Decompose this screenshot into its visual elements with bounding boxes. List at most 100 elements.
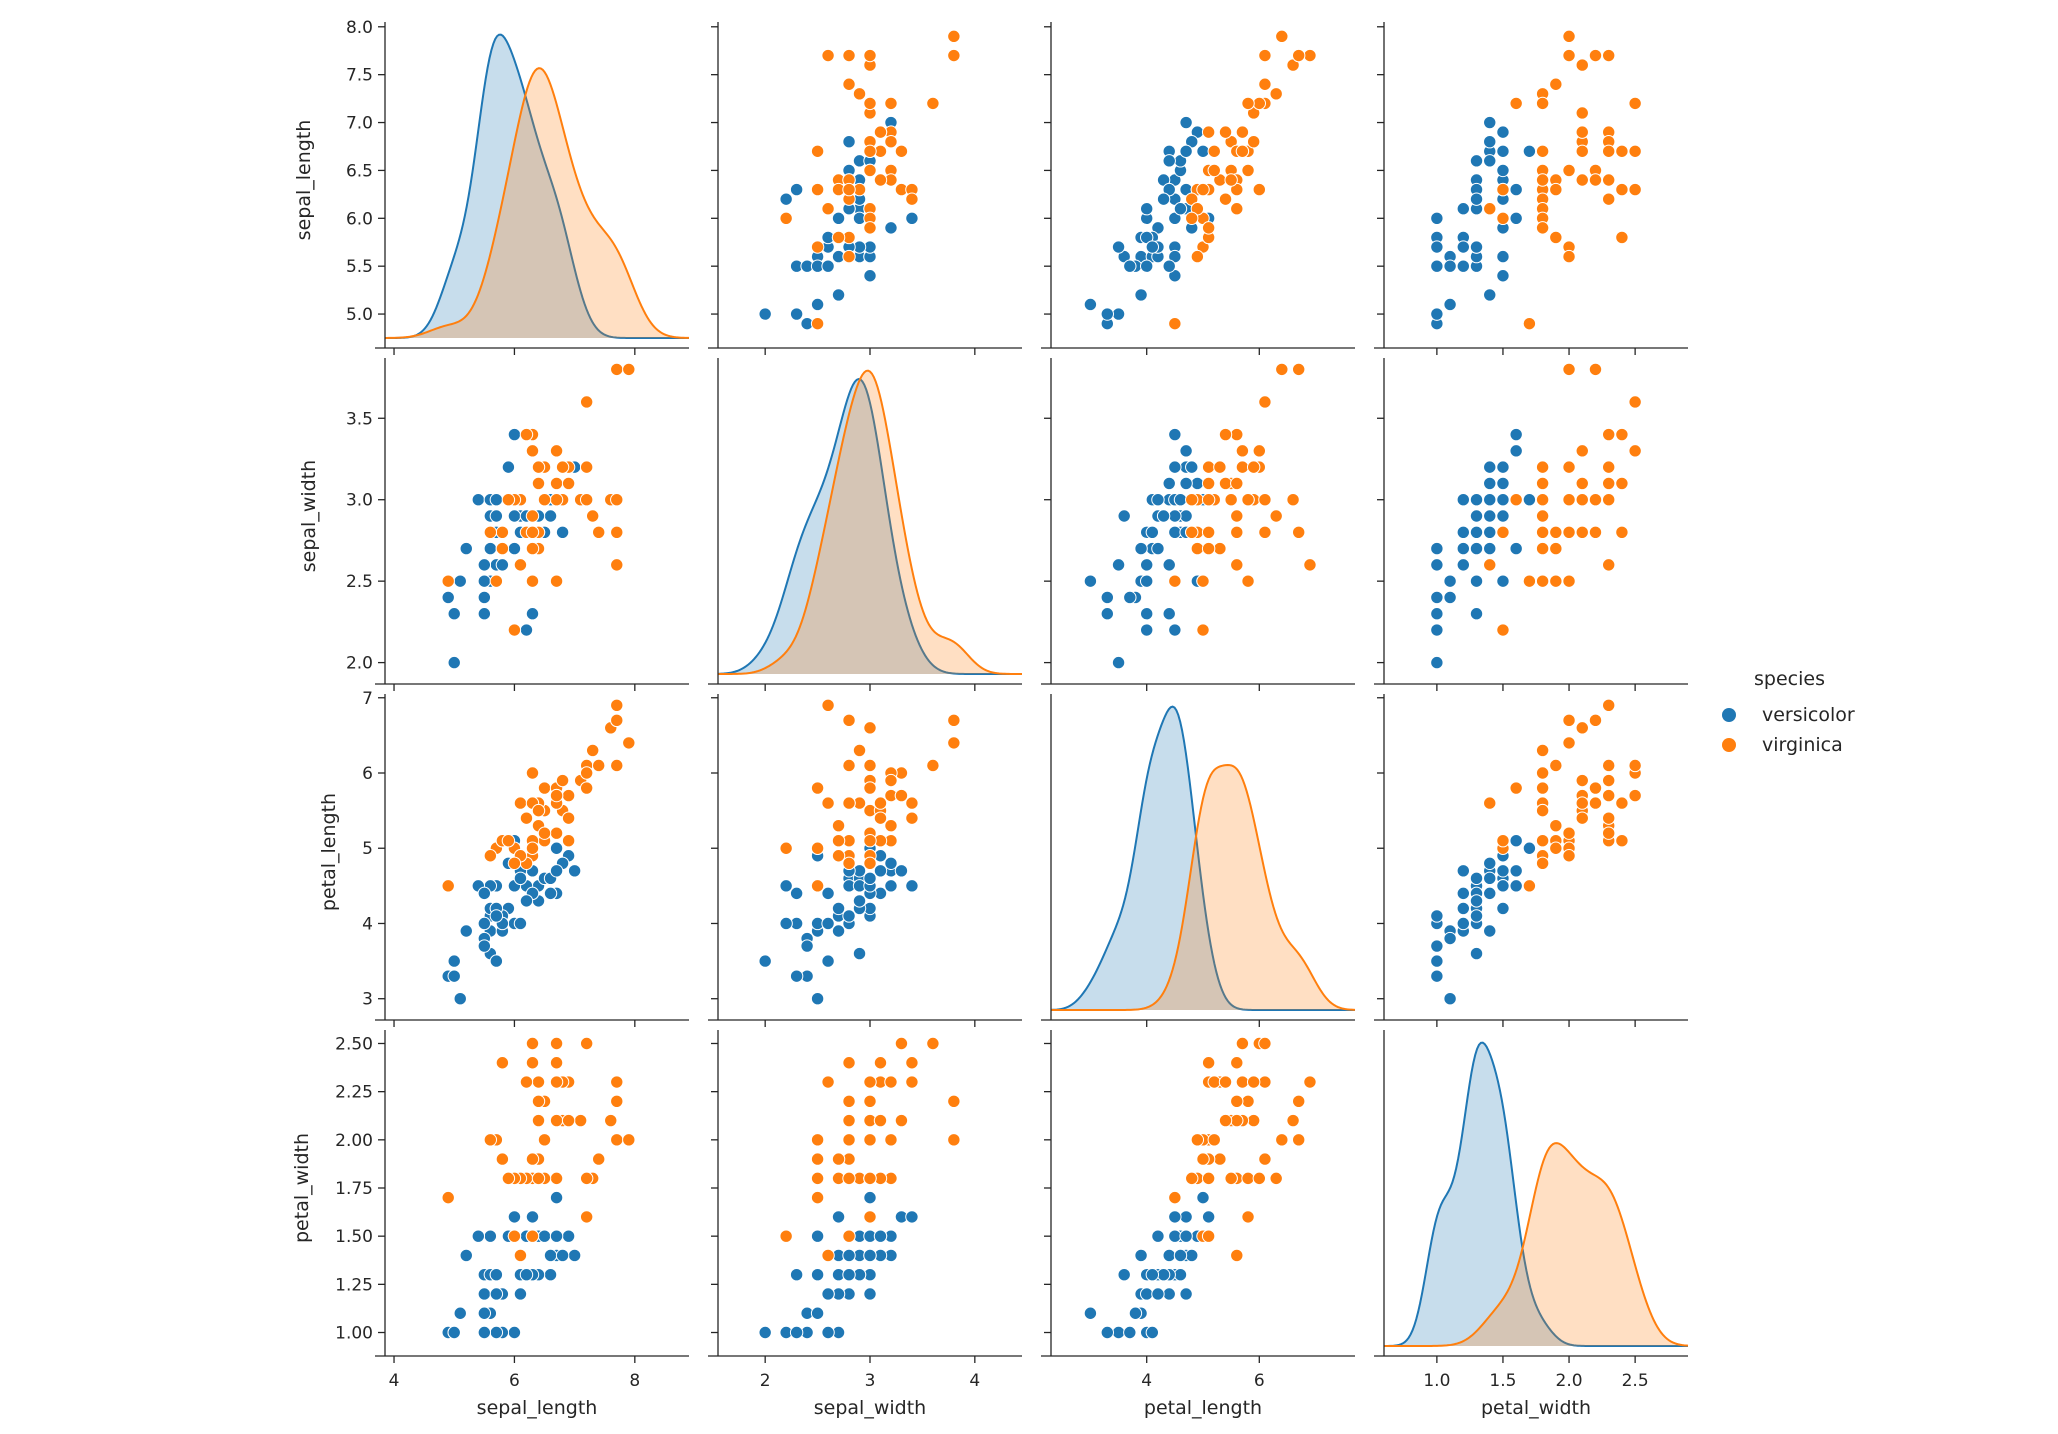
point-versicolor: [1179, 1210, 1193, 1224]
point-virginica: [810, 1152, 825, 1166]
point-virginica: [1292, 1094, 1306, 1108]
point-virginica: [1185, 211, 1199, 226]
point-virginica: [1224, 173, 1238, 187]
point-virginica: [1303, 558, 1317, 572]
point-versicolor: [1483, 871, 1497, 886]
point-virginica: [863, 1210, 877, 1224]
point-virginica: [1258, 525, 1272, 539]
x-tick-label: 1.5: [1489, 1371, 1516, 1391]
panel-sepal_width-vs-petal_width: [1374, 358, 1688, 691]
kde-fill-versicolor: [1384, 1042, 1688, 1346]
point-versicolor: [543, 886, 558, 901]
point-versicolor: [567, 864, 582, 878]
point-versicolor: [1430, 623, 1444, 637]
point-virginica: [1286, 1113, 1300, 1128]
point-virginica: [537, 781, 552, 795]
point-versicolor: [1469, 894, 1484, 908]
point-virginica: [1615, 230, 1629, 245]
point-versicolor: [471, 493, 486, 507]
point-virginica: [1615, 427, 1629, 442]
point-virginica: [947, 736, 961, 750]
point-virginica: [1562, 713, 1576, 728]
point-virginica: [519, 811, 534, 825]
point-virginica: [1230, 1056, 1244, 1070]
point-versicolor: [477, 916, 492, 931]
point-versicolor: [1111, 558, 1126, 572]
point-virginica: [1275, 362, 1289, 377]
point-virginica: [842, 1133, 856, 1147]
point-virginica: [1190, 541, 1205, 556]
point-virginica: [1562, 29, 1576, 44]
point-virginica: [592, 1152, 606, 1166]
point-virginica: [549, 574, 564, 588]
point-versicolor: [1469, 541, 1484, 556]
point-virginica: [884, 773, 898, 788]
point-virginica: [1549, 230, 1563, 245]
point-virginica: [561, 811, 576, 825]
point-virginica: [1230, 1094, 1244, 1108]
point-versicolor: [852, 894, 867, 908]
point-virginica: [579, 395, 594, 409]
point-virginica: [1483, 202, 1497, 216]
point-virginica: [863, 96, 877, 111]
point-virginica: [831, 1152, 846, 1166]
point-versicolor: [905, 211, 919, 226]
point-virginica: [1588, 173, 1603, 187]
point-virginica: [1303, 48, 1317, 63]
point-virginica: [1196, 182, 1210, 197]
point-versicolor: [555, 525, 570, 539]
point-virginica: [873, 173, 888, 187]
point-versicolor: [1509, 834, 1523, 848]
point-versicolor: [489, 1287, 504, 1301]
point-versicolor: [501, 460, 516, 474]
point-versicolor: [1100, 307, 1115, 321]
point-virginica: [531, 1171, 546, 1186]
point-virginica: [1224, 493, 1238, 507]
point-versicolor: [513, 871, 528, 886]
point-versicolor: [1140, 259, 1154, 273]
point-virginica: [852, 87, 867, 101]
legend-item-virginica: virginica: [1718, 730, 1855, 760]
point-virginica: [1562, 736, 1576, 750]
point-versicolor: [477, 558, 492, 572]
point-virginica: [1628, 758, 1642, 773]
point-versicolor: [1145, 525, 1160, 539]
point-virginica: [561, 788, 576, 803]
point-virginica: [525, 541, 540, 556]
point-virginica: [1549, 77, 1563, 91]
point-virginica: [1230, 476, 1244, 491]
point-versicolor: [1496, 144, 1510, 158]
point-virginica: [810, 879, 825, 893]
point-virginica: [561, 476, 576, 491]
point-virginica: [1201, 541, 1216, 556]
x-tick-label: 2.5: [1622, 1371, 1649, 1391]
y-tick-label: 6.0: [346, 209, 373, 229]
point-versicolor: [905, 879, 919, 893]
point-versicolor: [1111, 307, 1126, 321]
point-versicolor: [873, 1229, 888, 1243]
panel-petal_length-vs-sepal_width: [708, 694, 1022, 1027]
point-versicolor: [863, 1248, 877, 1263]
kde-fill-versicolor: [1051, 706, 1355, 1010]
y-tick-label: 7.0: [346, 114, 373, 134]
point-versicolor: [1483, 115, 1497, 130]
point-versicolor: [1469, 154, 1484, 168]
point-virginica: [610, 362, 624, 377]
point-versicolor: [1123, 590, 1137, 605]
x-tick-label: 6: [1254, 1371, 1265, 1391]
point-virginica: [501, 1171, 516, 1186]
point-versicolor: [1430, 909, 1444, 923]
point-virginica: [810, 240, 825, 254]
point-versicolor: [477, 574, 492, 588]
point-versicolor: [779, 192, 793, 206]
point-virginica: [1509, 96, 1523, 111]
point-virginica: [1218, 125, 1233, 139]
point-virginica: [821, 698, 835, 712]
point-versicolor: [863, 1190, 877, 1205]
point-virginica: [1213, 541, 1227, 556]
point-virginica: [525, 1056, 540, 1070]
point-versicolor: [1162, 558, 1176, 572]
point-virginica: [863, 758, 877, 773]
point-virginica: [884, 135, 898, 149]
point-versicolor: [1469, 909, 1484, 923]
